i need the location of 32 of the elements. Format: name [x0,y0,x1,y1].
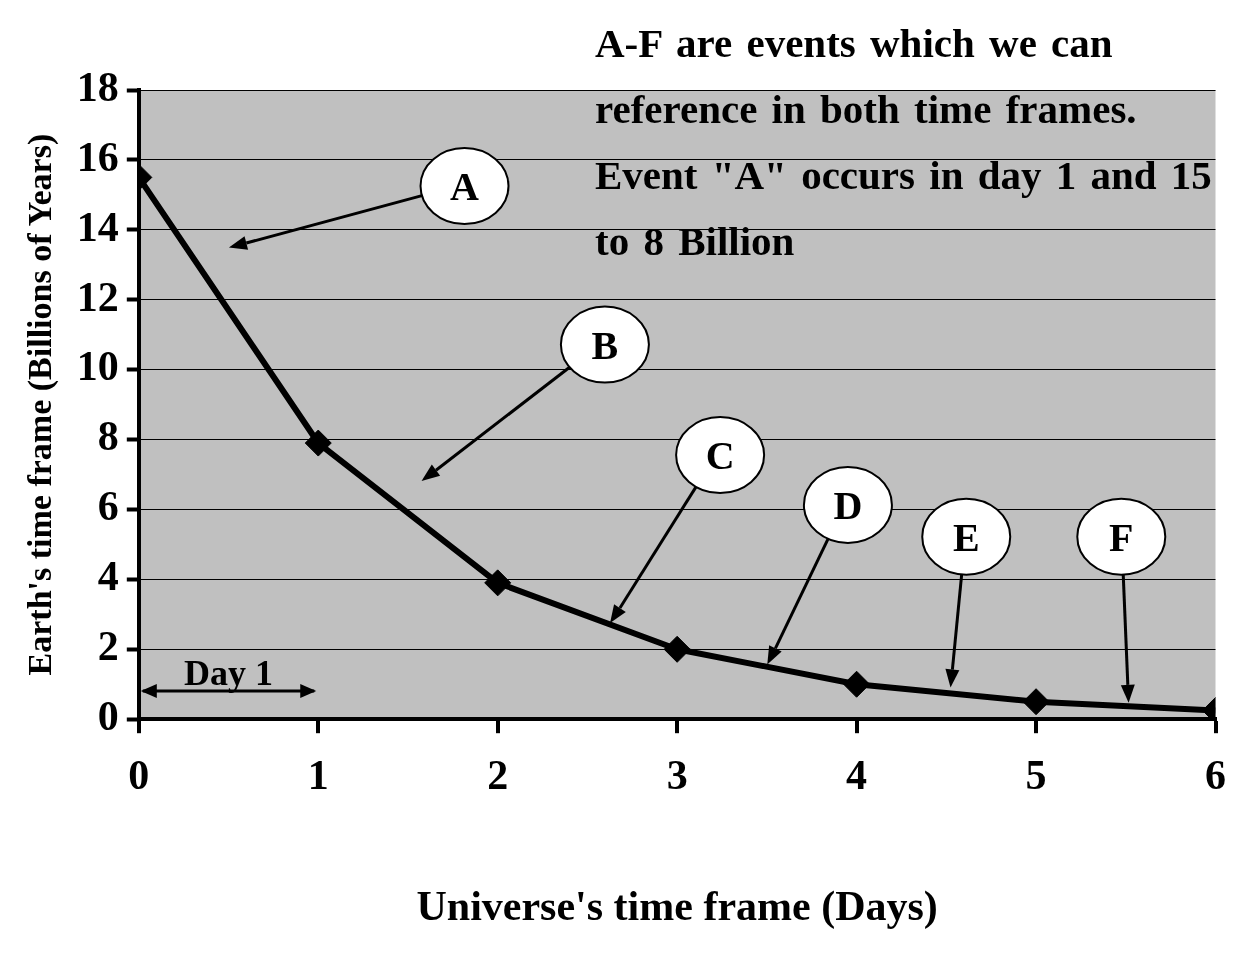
annotation: A [450,164,480,210]
annotation: Day 1 [184,652,274,693]
annotation: C [705,433,735,479]
point [663,635,691,663]
annotation: F [1109,514,1134,560]
y-tick-label: 6 [97,483,119,530]
point [484,569,512,597]
x-axis-title: Universe's time frame (Days) [416,882,938,930]
y-tick-label: 18 [76,63,119,110]
annotation: E [952,514,980,560]
x-tick-label: 0 [128,752,150,799]
y-tick-label: 4 [97,553,119,600]
x-tick-label: 2 [487,752,509,799]
x-tick-label: 4 [846,752,868,799]
point [304,429,332,457]
annotation: B [591,322,619,368]
y-tick-label: 12 [76,273,119,320]
x-tick-label: 6 [1205,752,1226,799]
y-tick-label: 14 [76,203,119,250]
y-tick-label: 0 [97,693,119,740]
x-tick-label: 1 [307,752,329,799]
annotation: A-F are events which we can reference in both time frames. Event "A" occurs in day 1 and 15 to 8 Billion [595,19,1213,266]
y-tick-label: 2 [97,623,119,670]
x-tick-label: 5 [1025,752,1047,799]
y-tick-label: 10 [76,343,119,390]
point [1022,688,1050,716]
y-axis-title: Earth's time frame (Billions of Years) [21,133,60,676]
annotation: D [833,482,863,528]
point [843,670,871,698]
y-tick-label: 16 [76,133,119,180]
y-tick-label: 8 [97,413,119,460]
x-tick-label: 3 [666,752,688,799]
